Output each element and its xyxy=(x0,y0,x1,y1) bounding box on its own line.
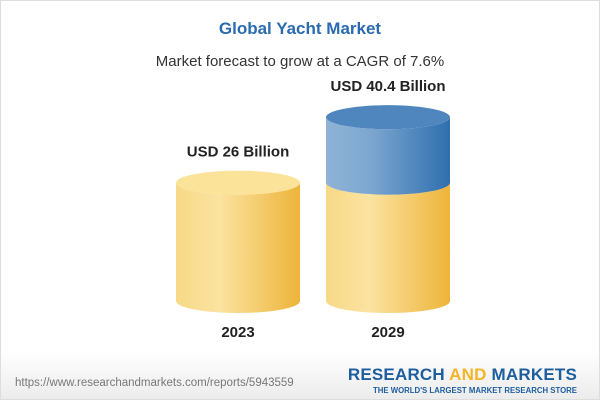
category-label-2023: 2023 xyxy=(221,324,254,341)
category-label-2029: 2029 xyxy=(371,324,404,341)
bar-2029-growth-body xyxy=(326,117,450,195)
chart-title: Global Yacht Market xyxy=(218,19,382,38)
footer: https://www.researchandmarkets.com/repor… xyxy=(1,351,599,399)
cylinder-chart: USD 26 Billion USD 40.4 Billion 2023 202… xyxy=(176,78,450,341)
report-url[interactable]: https://www.researchandmarkets.com/repor… xyxy=(15,377,294,389)
bar-2029-growth-top xyxy=(326,105,450,130)
data-label-2023: USD 26 Billion xyxy=(187,144,290,161)
bar-2029-base-body xyxy=(326,182,450,313)
chart-subtitle: Market forecast to grow at a CAGR of 7.6… xyxy=(155,53,445,70)
bar-2023-top xyxy=(176,170,300,195)
research-and-markets-logo: RESEARCH AND MARKETS THE WORLD'S LARGEST… xyxy=(347,365,577,395)
bar-2023-body xyxy=(176,182,300,313)
data-label-2029: USD 40.4 Billion xyxy=(330,78,445,95)
